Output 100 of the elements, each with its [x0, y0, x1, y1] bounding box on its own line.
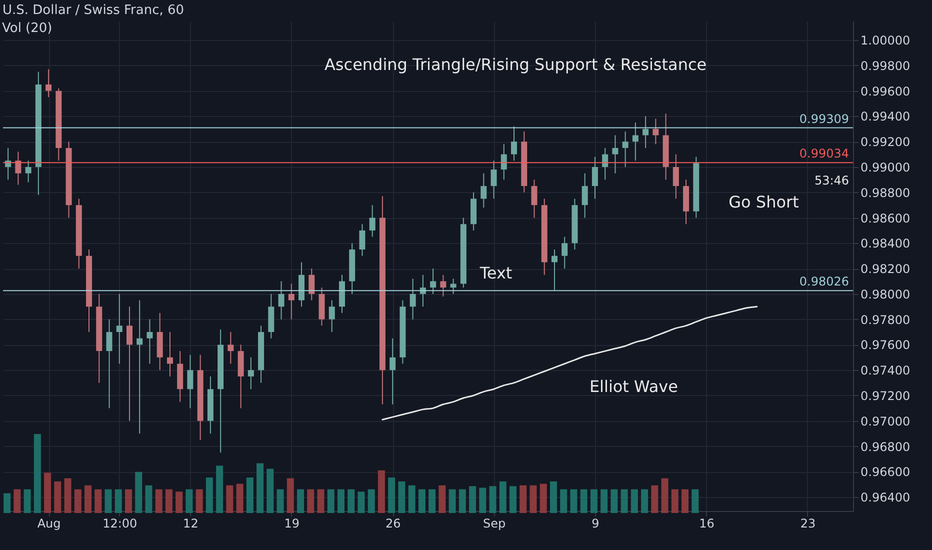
bar	[114, 489, 122, 513]
annotation: Go Short	[728, 192, 799, 212]
bar	[600, 489, 608, 513]
y-tick-label: 0.96800	[860, 440, 910, 454]
y-tick-label: 0.97800	[860, 312, 910, 327]
x-tick-label: Aug	[37, 516, 61, 530]
bar	[651, 485, 658, 513]
bar	[610, 489, 618, 513]
bar	[176, 492, 183, 513]
bar	[641, 489, 648, 513]
bar	[630, 489, 638, 513]
line-series	[382, 306, 758, 420]
y-tick-label: 0.97000	[860, 414, 910, 428]
candlestick	[652, 118, 659, 145]
bar	[388, 477, 396, 513]
candlestick	[551, 248, 558, 291]
x-tick-label: 23	[800, 516, 816, 530]
bar	[692, 489, 699, 513]
bar	[479, 488, 486, 513]
bar	[682, 489, 689, 513]
bar	[124, 489, 132, 513]
bar	[590, 489, 598, 513]
x-tick-label: Sep	[482, 516, 506, 530]
candlestick	[25, 160, 32, 183]
bar	[550, 481, 557, 513]
bar	[54, 481, 62, 513]
candlestick	[166, 332, 173, 377]
bar	[469, 486, 476, 513]
bar	[358, 492, 365, 513]
bar	[620, 489, 628, 513]
candlestick	[450, 278, 456, 294]
bar	[226, 485, 234, 513]
candlestick	[288, 283, 294, 320]
candlestick	[612, 134, 618, 174]
candlestick	[116, 293, 122, 364]
chart-title: Vol (20)	[2, 21, 52, 36]
bar	[206, 477, 213, 513]
candlestick	[592, 156, 598, 200]
bar	[276, 489, 284, 513]
y-tick-label: 0.96600	[860, 465, 910, 480]
chart-title: U.S. Dollar / Swiss Franc, 60	[2, 3, 184, 18]
candlestick	[582, 172, 588, 218]
candlestick	[15, 151, 22, 186]
x-tick-label: 16	[699, 516, 714, 530]
bar	[246, 477, 254, 513]
ref-line-label: 0.99309	[799, 112, 849, 126]
bar	[327, 489, 334, 513]
bar	[135, 472, 142, 513]
candlestick	[187, 354, 194, 409]
y-tick-label: 0.98400	[860, 236, 910, 251]
bar	[266, 468, 274, 513]
bar	[4, 493, 11, 513]
bar	[438, 485, 446, 513]
bar	[165, 489, 172, 513]
y-tick-label: 0.97200	[860, 388, 910, 403]
bar	[297, 489, 304, 513]
bar	[104, 489, 112, 513]
candlestick	[410, 278, 416, 320]
candlestick	[430, 268, 436, 294]
y-tick-label: 0.96400	[860, 490, 910, 505]
bar	[155, 489, 162, 513]
candlestick	[228, 332, 234, 364]
bar	[368, 489, 375, 513]
bar	[186, 489, 193, 513]
bar	[489, 486, 496, 513]
bar	[448, 489, 456, 513]
y-tick-label: 0.99800	[860, 58, 910, 73]
candlestick	[602, 147, 608, 180]
ref-line-label: 0.99034	[799, 146, 849, 161]
y-tick-label: 1.00000	[860, 34, 910, 48]
bar	[84, 485, 92, 513]
y-tick-label: 0.98800	[860, 186, 910, 200]
candlestick	[278, 280, 284, 320]
x-tick-label: 19	[284, 516, 300, 530]
bar	[64, 478, 72, 513]
bar	[580, 489, 588, 513]
candlestick	[390, 338, 396, 405]
bar	[196, 489, 203, 513]
bar	[216, 466, 224, 513]
candlestick	[328, 300, 335, 333]
candlestick	[369, 204, 376, 238]
annotation: Elliot Wave	[589, 377, 678, 396]
bar	[94, 489, 102, 513]
bar	[307, 489, 314, 513]
candlestick	[672, 154, 679, 200]
bar	[317, 489, 324, 513]
x-tick-label: 12	[183, 516, 198, 530]
bar	[378, 470, 385, 513]
y-tick-label: 0.97400	[860, 364, 910, 378]
bar	[510, 486, 517, 513]
candlestick	[490, 160, 497, 200]
ref-line-label: 0.98026	[799, 274, 849, 289]
bar	[428, 489, 436, 513]
bar	[337, 489, 344, 513]
bar	[348, 489, 355, 513]
candlestick	[642, 116, 649, 148]
y-tick-label: 0.99000	[860, 160, 910, 174]
bar	[24, 489, 31, 513]
bar	[34, 434, 41, 513]
annotation: Ascending Triangle/Rising Support & Resistance	[324, 55, 707, 74]
